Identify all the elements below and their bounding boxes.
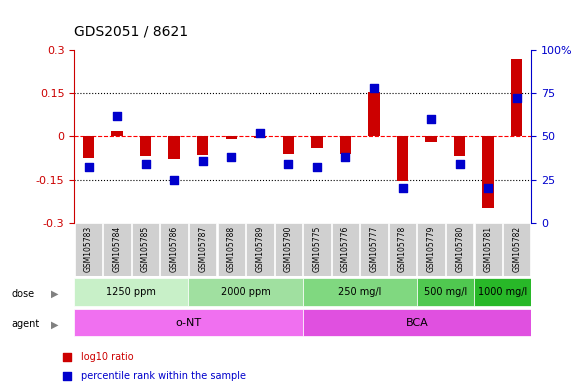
Text: GSM105785: GSM105785 xyxy=(141,225,150,271)
Text: GSM105780: GSM105780 xyxy=(455,225,464,271)
Point xyxy=(227,154,236,160)
Point xyxy=(384,292,393,298)
Point xyxy=(398,185,407,191)
FancyBboxPatch shape xyxy=(74,278,188,306)
Bar xyxy=(425,136,437,142)
Text: GSM105787: GSM105787 xyxy=(198,225,207,271)
Point xyxy=(170,177,179,183)
FancyBboxPatch shape xyxy=(303,223,331,276)
FancyBboxPatch shape xyxy=(188,278,303,306)
Text: ▶: ▶ xyxy=(51,289,59,299)
Bar xyxy=(368,92,380,136)
FancyBboxPatch shape xyxy=(189,223,216,276)
Bar xyxy=(111,131,123,136)
Text: GSM105788: GSM105788 xyxy=(227,225,236,271)
Point xyxy=(512,95,521,101)
Text: agent: agent xyxy=(11,319,39,329)
FancyBboxPatch shape xyxy=(417,223,445,276)
Text: 500 mg/l: 500 mg/l xyxy=(424,287,467,297)
Text: GSM105777: GSM105777 xyxy=(369,225,379,272)
Text: GSM105790: GSM105790 xyxy=(284,225,293,272)
Text: GSM105778: GSM105778 xyxy=(398,225,407,271)
Bar xyxy=(168,136,180,159)
Text: 1250 ppm: 1250 ppm xyxy=(106,287,156,297)
Text: GSM105779: GSM105779 xyxy=(427,225,436,272)
Text: 2000 ppm: 2000 ppm xyxy=(220,287,271,297)
FancyBboxPatch shape xyxy=(303,309,531,336)
Text: log10 ratio: log10 ratio xyxy=(82,352,134,362)
FancyBboxPatch shape xyxy=(246,223,274,276)
Text: o-NT: o-NT xyxy=(175,318,202,328)
Text: GDS2051 / 8621: GDS2051 / 8621 xyxy=(74,25,188,38)
Text: GSM105786: GSM105786 xyxy=(170,225,179,271)
FancyBboxPatch shape xyxy=(275,223,302,276)
FancyBboxPatch shape xyxy=(103,223,131,276)
Point xyxy=(427,116,436,122)
Point xyxy=(312,164,321,170)
FancyBboxPatch shape xyxy=(446,223,473,276)
FancyBboxPatch shape xyxy=(75,223,102,276)
Bar xyxy=(482,136,494,209)
Text: ▶: ▶ xyxy=(51,319,59,329)
FancyBboxPatch shape xyxy=(417,278,474,306)
FancyBboxPatch shape xyxy=(218,223,245,276)
Bar xyxy=(311,136,323,148)
FancyBboxPatch shape xyxy=(160,223,188,276)
Point xyxy=(112,113,122,119)
Bar xyxy=(511,59,522,136)
Text: BCA: BCA xyxy=(405,318,428,328)
Text: percentile rank within the sample: percentile rank within the sample xyxy=(82,371,246,381)
FancyBboxPatch shape xyxy=(474,278,531,306)
Text: GSM105775: GSM105775 xyxy=(312,225,321,272)
Text: 1000 mg/l: 1000 mg/l xyxy=(478,287,527,297)
Bar xyxy=(140,136,151,157)
FancyBboxPatch shape xyxy=(475,223,502,276)
FancyBboxPatch shape xyxy=(389,223,416,276)
Bar xyxy=(397,136,408,181)
Point xyxy=(455,161,464,167)
Bar xyxy=(254,136,266,138)
Text: GSM105789: GSM105789 xyxy=(255,225,264,271)
Bar xyxy=(283,136,294,154)
Text: GSM105783: GSM105783 xyxy=(84,225,93,271)
Bar xyxy=(197,136,208,155)
Bar xyxy=(226,136,237,139)
FancyBboxPatch shape xyxy=(332,223,359,276)
Point xyxy=(384,118,393,124)
Text: GSM105782: GSM105782 xyxy=(512,225,521,271)
Point xyxy=(284,161,293,167)
Text: GSM105784: GSM105784 xyxy=(112,225,122,271)
FancyBboxPatch shape xyxy=(132,223,159,276)
Text: GSM105781: GSM105781 xyxy=(484,225,493,271)
Bar xyxy=(83,136,94,158)
Bar xyxy=(454,136,465,157)
Text: 250 mg/l: 250 mg/l xyxy=(338,287,381,297)
FancyBboxPatch shape xyxy=(303,278,417,306)
Text: GSM105776: GSM105776 xyxy=(341,225,350,272)
Point xyxy=(198,157,207,164)
Point xyxy=(84,164,93,170)
Point xyxy=(341,154,350,160)
FancyBboxPatch shape xyxy=(503,223,530,276)
Point xyxy=(369,85,379,91)
Point xyxy=(255,130,264,136)
Point xyxy=(141,161,150,167)
Point xyxy=(484,185,493,191)
Text: dose: dose xyxy=(11,289,34,299)
Bar xyxy=(340,136,351,154)
FancyBboxPatch shape xyxy=(360,223,388,276)
FancyBboxPatch shape xyxy=(74,309,303,336)
